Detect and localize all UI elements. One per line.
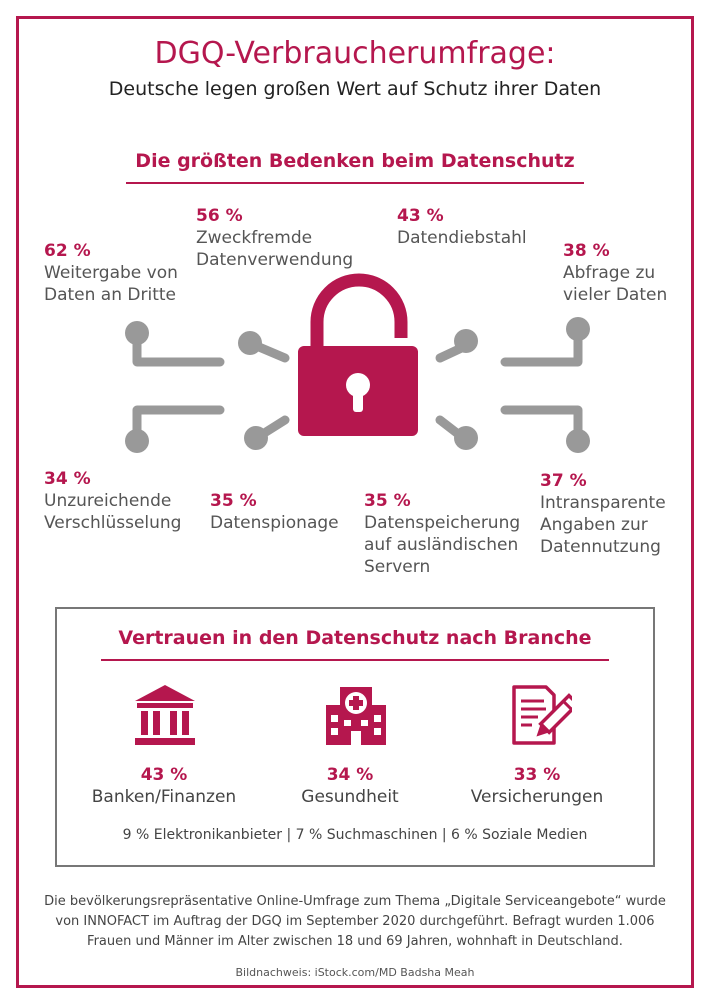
concern-label: Abfrage zu vieler Daten: [563, 263, 668, 305]
sector-percent: 33 %: [513, 765, 561, 785]
concern-label: Datenspeicherung auf ausländischen Serve…: [364, 513, 521, 577]
concern-percent: 37 %: [540, 471, 587, 491]
concerns-title: Die größten Bedenken beim Datenschutz: [135, 150, 575, 172]
concern-item: 62 % Weitergabe von Daten an Dritte: [44, 240, 178, 306]
padlock-icon: [298, 273, 418, 436]
page-frame: [16, 16, 694, 988]
concern-item: 43 % Datendiebstahl: [397, 205, 527, 249]
concern-percent: 56 %: [196, 206, 243, 226]
other-sectors: 9 % Elektronikanbieter | 7 % Suchmaschin…: [122, 827, 588, 843]
concern-item: 35 % Datenspeicherung auf ausländischen …: [364, 490, 520, 578]
trust-rule: [101, 659, 609, 661]
contract-pen-icon: [512, 685, 572, 745]
sector-item: 43 % Banken/Finanzen: [64, 765, 264, 807]
concern-label: Intransparente Angaben zur Datennutzung: [540, 493, 666, 557]
sector-item: 34 % Gesundheit: [250, 765, 450, 807]
concern-percent: 38 %: [563, 241, 610, 261]
sector-label: Gesundheit: [301, 787, 399, 807]
concern-percent: 35 %: [364, 491, 411, 511]
trust-box: [55, 607, 655, 867]
concerns-rule: [126, 182, 584, 184]
concern-label: Zweckfremde Datenverwendung: [196, 228, 354, 270]
trust-title: Vertrauen in den Datenschutz nach Branch…: [118, 627, 592, 649]
concern-percent: 35 %: [210, 491, 257, 511]
page-subtitle: Deutsche legen großen Wert auf Schutz ih…: [108, 78, 602, 100]
concern-item: 37 % Intransparente Angaben zur Datennut…: [540, 470, 666, 558]
concern-label: Unzureichende Verschlüsselung: [44, 491, 182, 533]
sector-label: Banken/Finanzen: [91, 787, 237, 807]
concern-item: 34 % Unzureichende Verschlüsselung: [44, 468, 181, 534]
hospital-icon: [326, 687, 386, 745]
sector-label: Versicherungen: [470, 787, 604, 807]
concern-label: Weitergabe von Daten an Dritte: [44, 263, 178, 305]
concern-percent: 62 %: [44, 241, 91, 261]
concern-percent: 34 %: [44, 469, 91, 489]
concern-item: 35 % Datenspionage: [210, 490, 339, 534]
concern-percent: 43 %: [397, 206, 444, 226]
concern-label: Datendiebstahl: [397, 228, 527, 248]
page-title: DGQ-Verbraucherumfrage:: [154, 36, 556, 71]
bank-icon: [135, 685, 195, 745]
sector-item: 33 % Versicherungen: [437, 765, 637, 807]
circuit-nodes: [125, 317, 590, 453]
concern-label: Datenspionage: [210, 513, 339, 533]
sector-percent: 34 %: [326, 765, 374, 785]
concern-item: 56 % Zweckfremde Datenverwendung: [196, 205, 353, 271]
survey-footnote: Die bevölkerungsrepräsentative Online-Um…: [44, 894, 666, 949]
sector-percent: 43 %: [140, 765, 188, 785]
image-credit: Bildnachweis: iStock.com/MD Badsha Meah: [235, 966, 475, 979]
concern-item: 38 % Abfrage zu vieler Daten: [563, 240, 667, 306]
